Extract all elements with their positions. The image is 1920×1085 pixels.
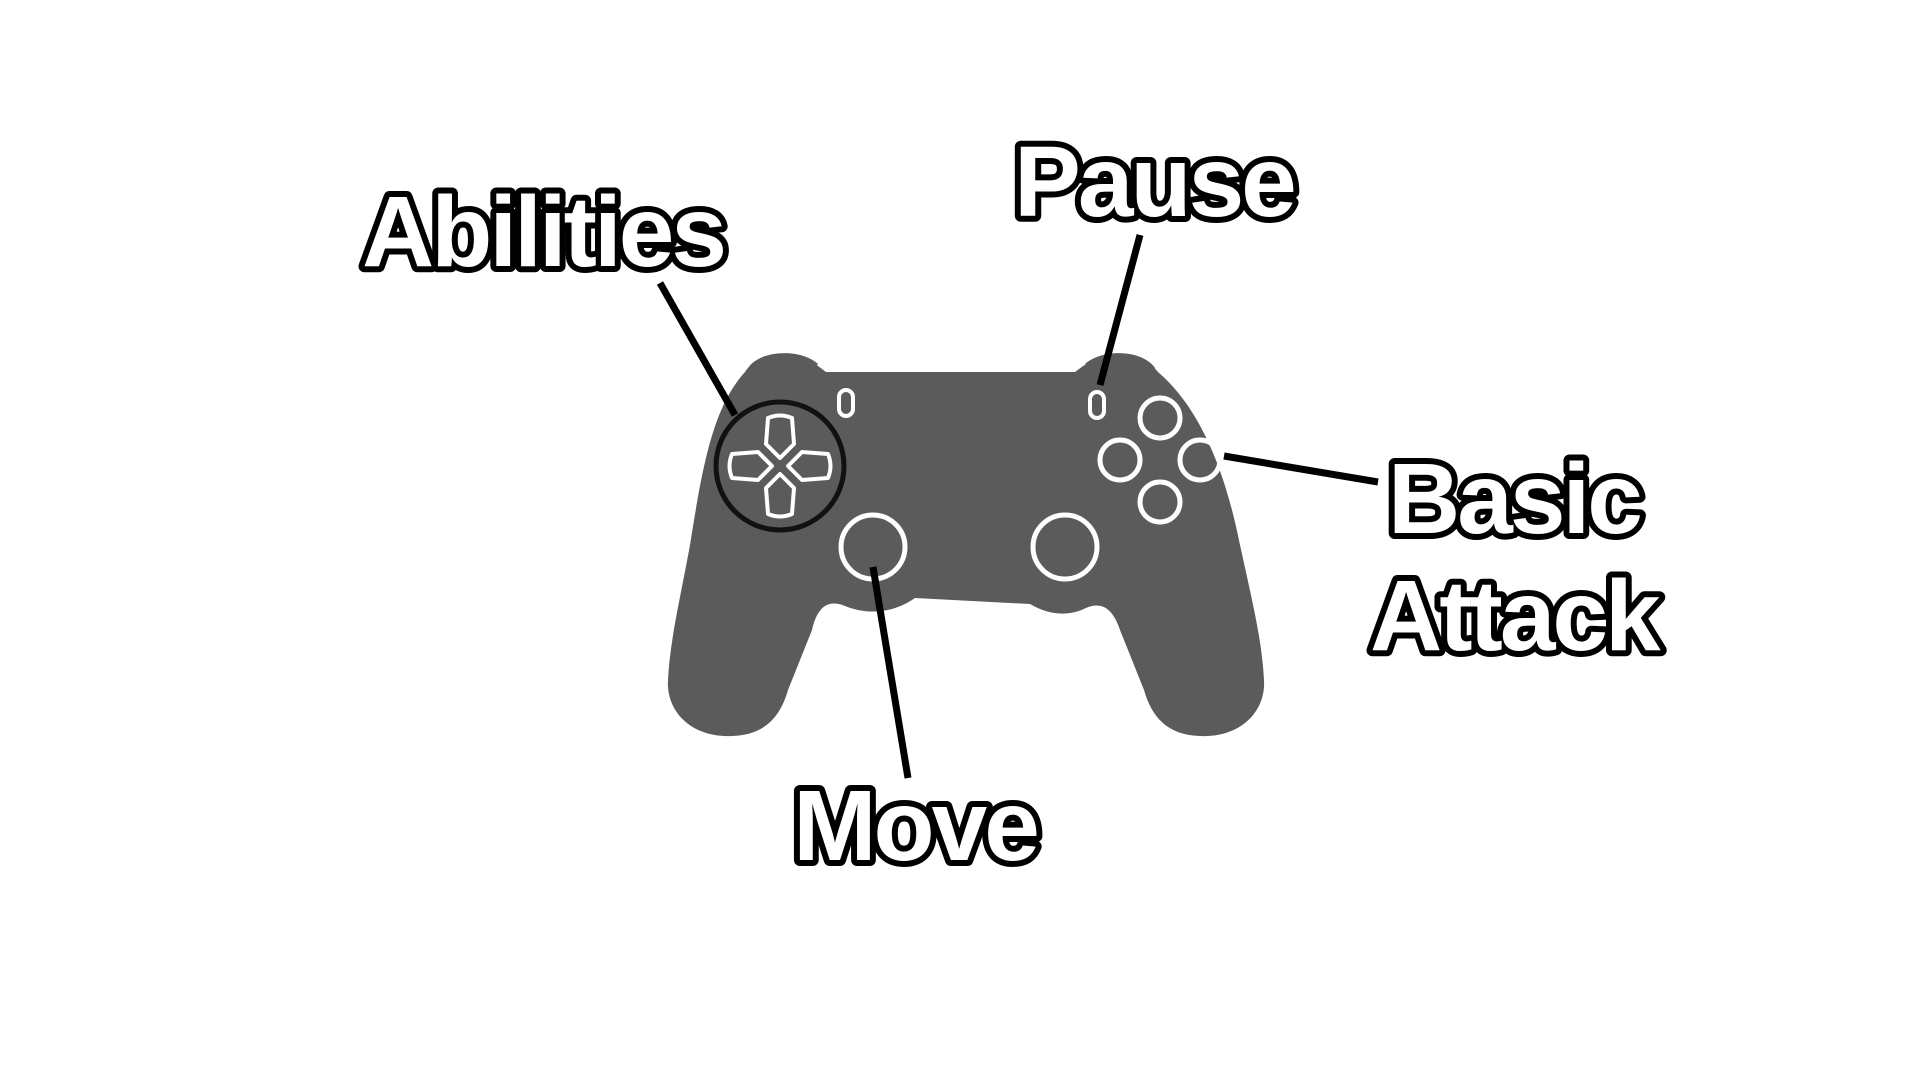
dpad-up <box>764 413 796 460</box>
right-bumper <box>1085 353 1155 372</box>
move-leader-line <box>869 566 912 779</box>
right-stick-icon <box>1030 512 1100 582</box>
dpad-ring <box>713 399 847 533</box>
abilities-label: Abilities <box>362 176 724 288</box>
options-button <box>1088 390 1106 420</box>
face-button-right <box>1177 437 1223 483</box>
share-button <box>837 388 855 418</box>
move-label: Move <box>793 770 1037 882</box>
dpad-down <box>764 472 796 519</box>
basic-attack-label-line2: Attack <box>1370 560 1661 672</box>
dpad-right <box>786 450 833 482</box>
abilities-leader-line <box>656 281 739 417</box>
dpad-icon <box>713 399 847 533</box>
face-buttons-icon <box>1097 395 1223 525</box>
face-button-bottom <box>1137 479 1183 525</box>
dpad-left <box>727 450 774 482</box>
face-button-left <box>1097 437 1143 483</box>
face-button-top <box>1137 395 1183 441</box>
pause-label: Pause <box>1014 126 1294 238</box>
basic-attack-label-line1: Basic <box>1388 443 1640 555</box>
pause-leader-line <box>1096 234 1144 386</box>
basic-attack-leader-line <box>1223 452 1379 486</box>
left-bumper <box>748 353 818 372</box>
